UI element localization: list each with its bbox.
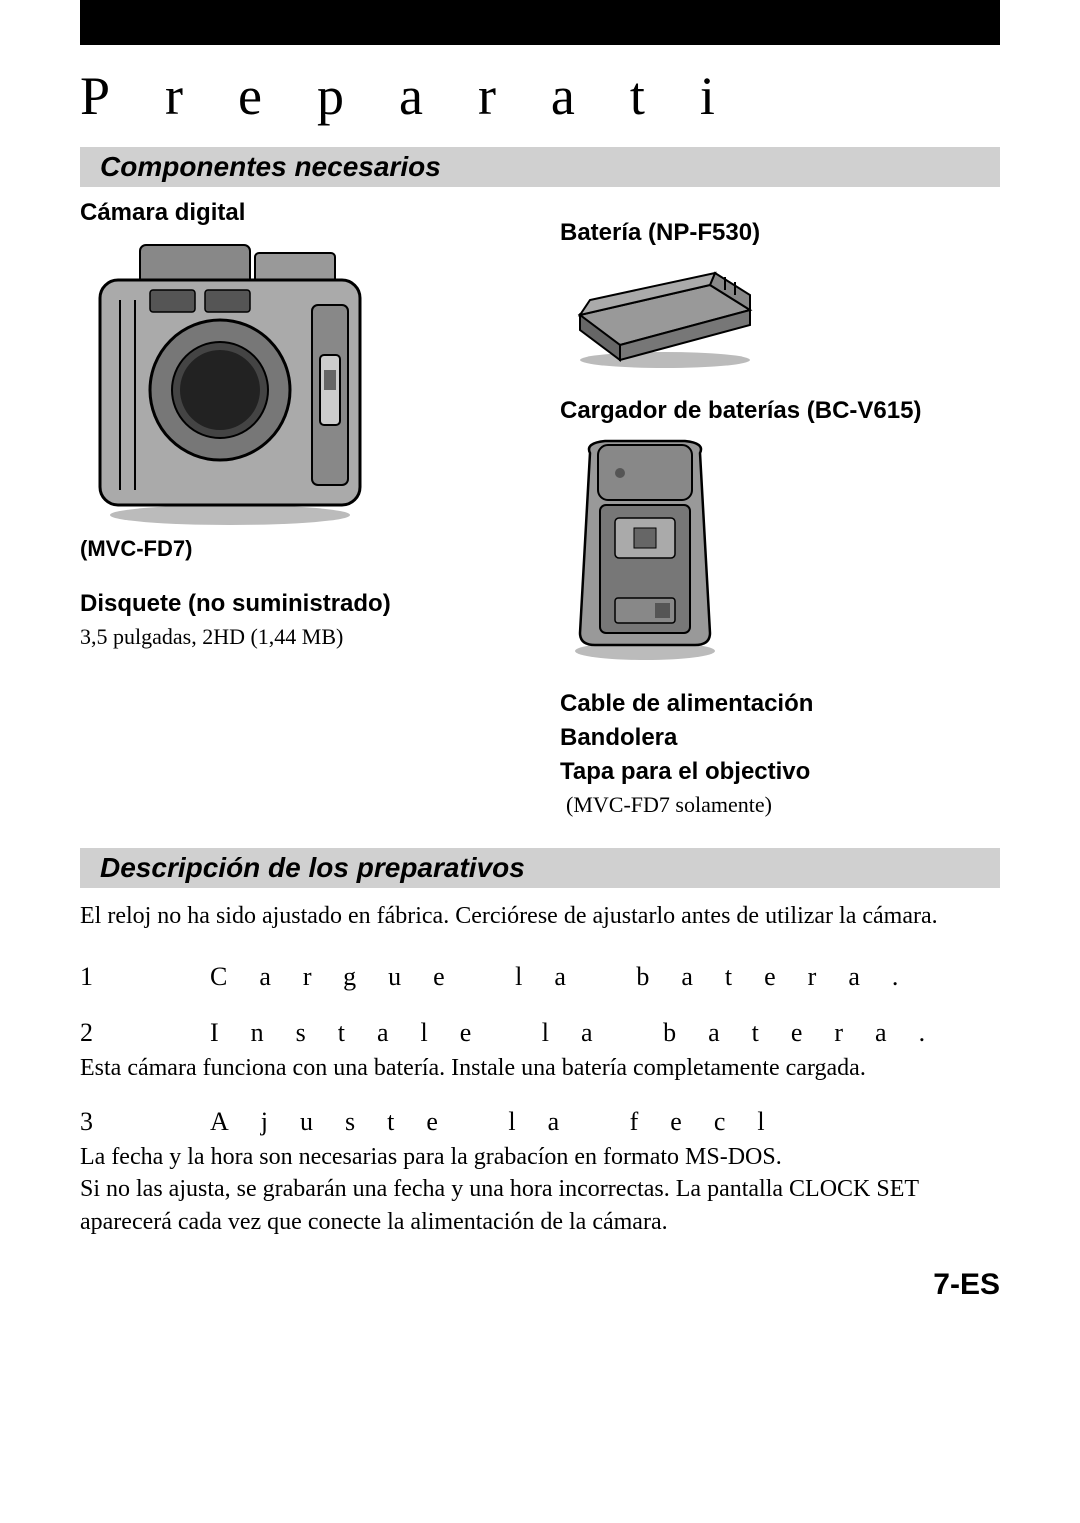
page-number: 7-ES [80, 1268, 1000, 1302]
step-3-desc: La fecha y la hora son necesarias para l… [80, 1141, 1000, 1238]
components-right-column: Batería (NP-F530) Ca [560, 199, 1000, 818]
battery-illustration [560, 255, 1000, 375]
steps-list: 1 Cargue la batera. 2 Instale la batera.… [80, 962, 1000, 1238]
cable-label: Cable de alimentación [560, 690, 1000, 718]
diskette-label: Disquete (no suministrado) [80, 590, 520, 618]
step-3: 3 Ajuste la fecl La fecha y la hora son … [80, 1107, 1000, 1238]
camera-illustration [80, 235, 520, 530]
components-grid: Cámara digital [80, 199, 1000, 818]
step-1-number: 1 [80, 962, 210, 996]
page-content: Preparati Componentes necesarios Cámara … [0, 65, 1080, 1342]
step-2: 2 Instale la batera. Esta cámara funcion… [80, 1018, 1000, 1084]
camera-model: (MVC-FD7) [80, 536, 520, 562]
step-3-title: Ajuste la fecl [210, 1107, 1000, 1137]
battery-label: Batería (NP-F530) [560, 219, 1000, 247]
lenscap-label: Tapa para el objectivo [560, 758, 1000, 786]
step-2-title: Instale la batera. [210, 1018, 1000, 1048]
charger-label: Cargador de baterías (BC-V615) [560, 397, 1000, 425]
step-1: 1 Cargue la batera. [80, 962, 1000, 996]
camera-label: Cámara digital [80, 199, 520, 227]
header-black-bar [80, 0, 1000, 45]
step-2-desc: Esta cámara funciona con una batería. In… [80, 1052, 1000, 1084]
description-intro: El reloj no ha sido ajustado en fábrica.… [80, 900, 1000, 932]
chapter-title: Preparati [80, 65, 1000, 127]
diskette-note: 3,5 pulgadas, 2HD (1,44 MB) [80, 624, 520, 650]
section-heading-description: Descripción de los preparativos [80, 848, 1000, 888]
section-heading-components: Componentes necesarios [80, 147, 1000, 187]
components-left-column: Cámara digital [80, 199, 520, 818]
step-1-title: Cargue la batera. [210, 962, 1000, 992]
charger-illustration [560, 433, 1000, 668]
strap-label: Bandolera [560, 724, 1000, 752]
lenscap-note: (MVC-FD7 solamente) [560, 792, 1000, 818]
